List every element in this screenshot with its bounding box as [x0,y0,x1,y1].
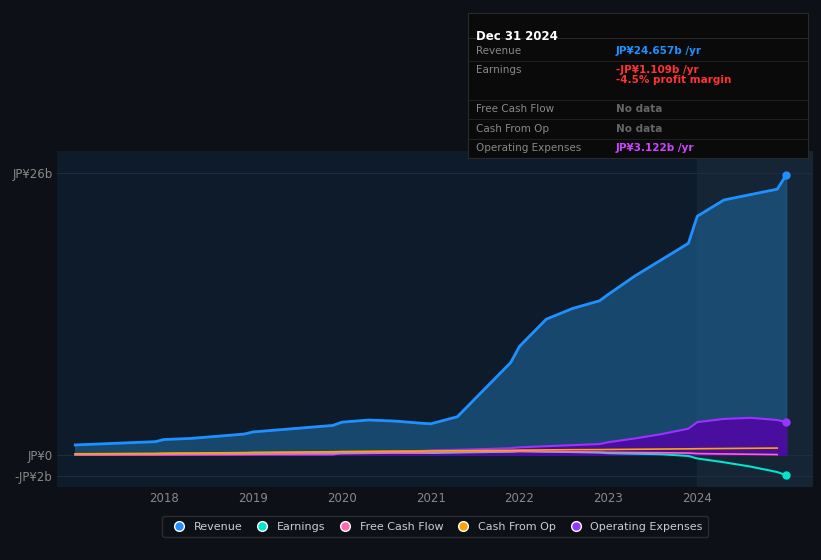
Text: Earnings: Earnings [476,66,521,75]
Text: Free Cash Flow: Free Cash Flow [476,104,554,114]
Legend: Revenue, Earnings, Free Cash Flow, Cash From Op, Operating Expenses: Revenue, Earnings, Free Cash Flow, Cash … [163,516,708,537]
Text: Revenue: Revenue [476,46,521,56]
Text: Dec 31 2024: Dec 31 2024 [476,30,558,43]
Text: -JP¥1.109b /yr: -JP¥1.109b /yr [616,66,699,75]
Text: Cash From Op: Cash From Op [476,124,549,134]
Text: No data: No data [616,124,663,134]
Text: JP¥24.657b /yr: JP¥24.657b /yr [616,46,702,56]
Text: Operating Expenses: Operating Expenses [476,143,581,153]
Text: -4.5% profit margin: -4.5% profit margin [616,75,732,85]
Bar [697,151,813,487]
Text: JP¥3.122b /yr: JP¥3.122b /yr [616,143,695,153]
Text: No data: No data [616,104,663,114]
